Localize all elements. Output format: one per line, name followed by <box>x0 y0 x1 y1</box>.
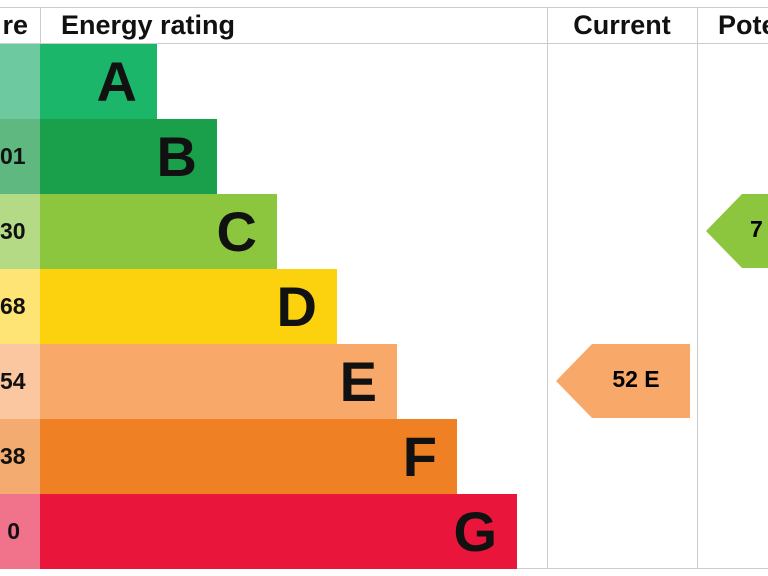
score-cell: 68 <box>0 269 40 344</box>
border <box>547 8 548 569</box>
score-header: re <box>2 10 28 40</box>
border <box>0 7 768 8</box>
band-bar: D <box>40 269 337 344</box>
rating-header: Energy rating <box>61 10 236 40</box>
score-cell: 38 <box>0 419 40 494</box>
band-bar: F <box>40 419 457 494</box>
potential-arrow <box>706 194 768 268</box>
border <box>0 43 768 44</box>
band-bar: A <box>40 44 157 119</box>
score-cell: 54 <box>0 344 40 419</box>
potential-header: Pote <box>718 10 768 40</box>
current-label: 52 E <box>612 366 659 392</box>
current-arrow <box>556 344 690 418</box>
current-header: Current <box>573 10 671 40</box>
band-bar: B <box>40 119 217 194</box>
score-cell: 30 <box>0 194 40 269</box>
potential-label: 7 <box>750 216 763 242</box>
border <box>697 8 698 569</box>
score-cell <box>0 44 40 119</box>
band-bar: C <box>40 194 277 269</box>
band-bar: E <box>40 344 397 419</box>
band-bar: G <box>40 494 517 569</box>
score-cell: 0 <box>0 494 40 569</box>
score-cell: 01 <box>0 119 40 194</box>
